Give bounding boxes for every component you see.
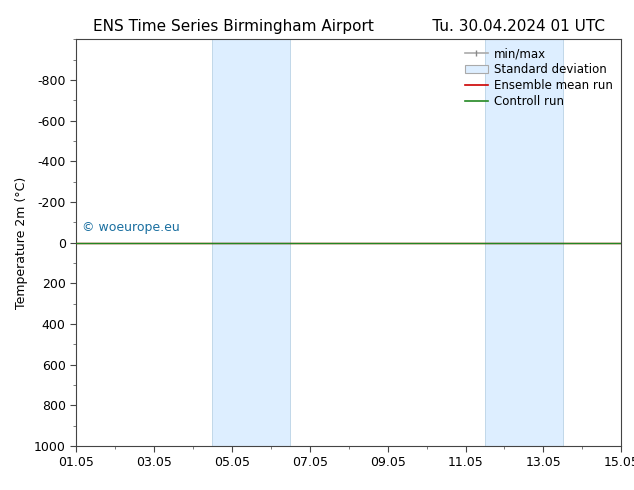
Bar: [485, 39, 563, 446]
Title: ENS Time Series Birmingham Airport            Tu. 30.04.2024 01 UTC: ENS Time Series Birmingham Airport Tu. 3…: [93, 19, 605, 34]
Bar: [212, 39, 290, 446]
Legend: min/max, Standard deviation, Ensemble mean run, Controll run: min/max, Standard deviation, Ensemble me…: [460, 43, 618, 113]
Y-axis label: Temperature 2m (°C): Temperature 2m (°C): [15, 176, 29, 309]
Text: © woeurope.eu: © woeurope.eu: [82, 221, 179, 234]
